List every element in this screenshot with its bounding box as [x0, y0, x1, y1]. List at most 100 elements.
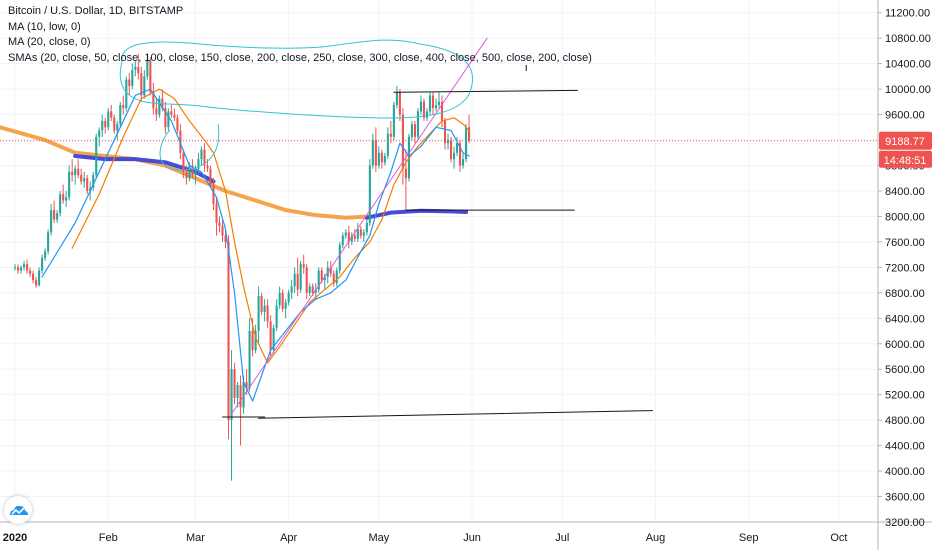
candle-body [242, 381, 245, 408]
legend-smas[interactable]: SMAs (20, close, 50, close, 100, close, … [8, 51, 592, 64]
ma20-line [71, 88, 470, 364]
x-tick-label: Sep [739, 532, 759, 544]
candle-body [395, 92, 398, 106]
candle-body [284, 302, 287, 309]
candle-body [425, 111, 429, 118]
candle-body [368, 165, 371, 223]
candle-body [212, 184, 215, 204]
candle-body [350, 235, 353, 242]
candle-body [65, 197, 68, 201]
candle-body [458, 143, 462, 166]
candle-body [434, 105, 438, 109]
candle-body [41, 257, 44, 271]
candle-body [71, 171, 74, 176]
candle-body [308, 286, 311, 293]
candle-body [365, 222, 368, 233]
candle-body [98, 130, 101, 137]
countdown-badge [879, 150, 932, 168]
candle-body [386, 133, 389, 156]
y-tick-label: 4800.00 [885, 415, 925, 427]
candle-body [323, 276, 326, 281]
candle-body [122, 105, 125, 109]
y-tick-label: 10400.00 [885, 59, 931, 71]
candle-body [329, 267, 332, 274]
y-tick-label: 10000.00 [885, 84, 931, 96]
y-tick-label: 11200.00 [885, 8, 930, 20]
x-tick-label: May [368, 532, 389, 544]
candle-body [194, 168, 197, 176]
candle-body [19, 267, 23, 271]
candle-body [278, 292, 281, 306]
candle-body [107, 111, 110, 128]
candle-body [260, 296, 263, 312]
candle-body [38, 270, 41, 286]
candle-body [224, 235, 227, 242]
candle-body [86, 178, 89, 191]
candle-body [251, 331, 254, 351]
y-tick-label: 4400.00 [885, 441, 925, 453]
legend-ma10[interactable]: MA (10, low, 0) [8, 20, 81, 33]
candle-body [440, 101, 444, 121]
candle-body [23, 264, 26, 268]
countdown-text: 14:48:51 [884, 155, 927, 167]
candle-body [344, 232, 347, 236]
candle-body [119, 105, 122, 125]
candle-body [101, 120, 104, 131]
candle-body [191, 165, 194, 176]
candle-body [422, 101, 426, 118]
y-tick-label: 8400.00 [885, 186, 925, 198]
candle-body [227, 241, 230, 421]
candle-body [269, 321, 272, 351]
y-tick-label: 7600.00 [885, 237, 925, 249]
candle-body [215, 203, 218, 223]
logo-cloud-icon [10, 505, 28, 515]
candle-body [209, 168, 212, 185]
candle-body [353, 235, 356, 239]
candle-body [374, 140, 377, 166]
candle-body [182, 152, 185, 172]
candle-body [257, 296, 260, 332]
candle-body [398, 92, 401, 115]
candle-body [236, 385, 239, 398]
candle-body [221, 225, 224, 236]
candle-body [287, 292, 290, 303]
last-price-text: 9188.77 [885, 136, 925, 148]
candle-body [248, 331, 251, 389]
x-tick-label: Mar [186, 532, 205, 544]
horizontal-line-resistance [393, 89, 578, 93]
candle-body [431, 95, 435, 109]
candle-body [206, 165, 209, 169]
candle-body [462, 159, 465, 166]
candle-body [158, 98, 161, 115]
candle-body [362, 232, 365, 236]
ma10-line [41, 88, 470, 402]
candle-body [50, 210, 53, 233]
sma-orange-line [0, 125, 372, 220]
candle-body [296, 273, 299, 290]
last-price-badge [879, 131, 932, 150]
legend-ma20[interactable]: MA (20, close, 0) [8, 36, 91, 48]
candle-body [437, 101, 441, 106]
candle-body [239, 385, 242, 408]
tradingview-logo[interactable] [4, 496, 32, 524]
candle-body [188, 165, 191, 179]
candle-body [302, 264, 305, 268]
candle-body [74, 168, 77, 176]
candle-body [281, 292, 284, 309]
candle-body [116, 124, 119, 131]
legend-title: Bitcoin / U.S. Dollar, 1D, BITSTAMP [8, 5, 184, 17]
drawing-ellipse [119, 39, 473, 119]
y-tick-label: 5200.00 [885, 390, 925, 402]
candle-body [335, 270, 338, 284]
candle-body [140, 73, 143, 96]
drawing-curve [159, 123, 220, 171]
x-tick-label: Aug [646, 532, 666, 544]
x-tick-label: Feb [99, 532, 118, 544]
candle-body [413, 124, 416, 137]
candle-body [125, 79, 128, 109]
candle-body [266, 305, 269, 322]
candle-body [410, 124, 413, 137]
x-tick-label: Apr [280, 532, 297, 544]
